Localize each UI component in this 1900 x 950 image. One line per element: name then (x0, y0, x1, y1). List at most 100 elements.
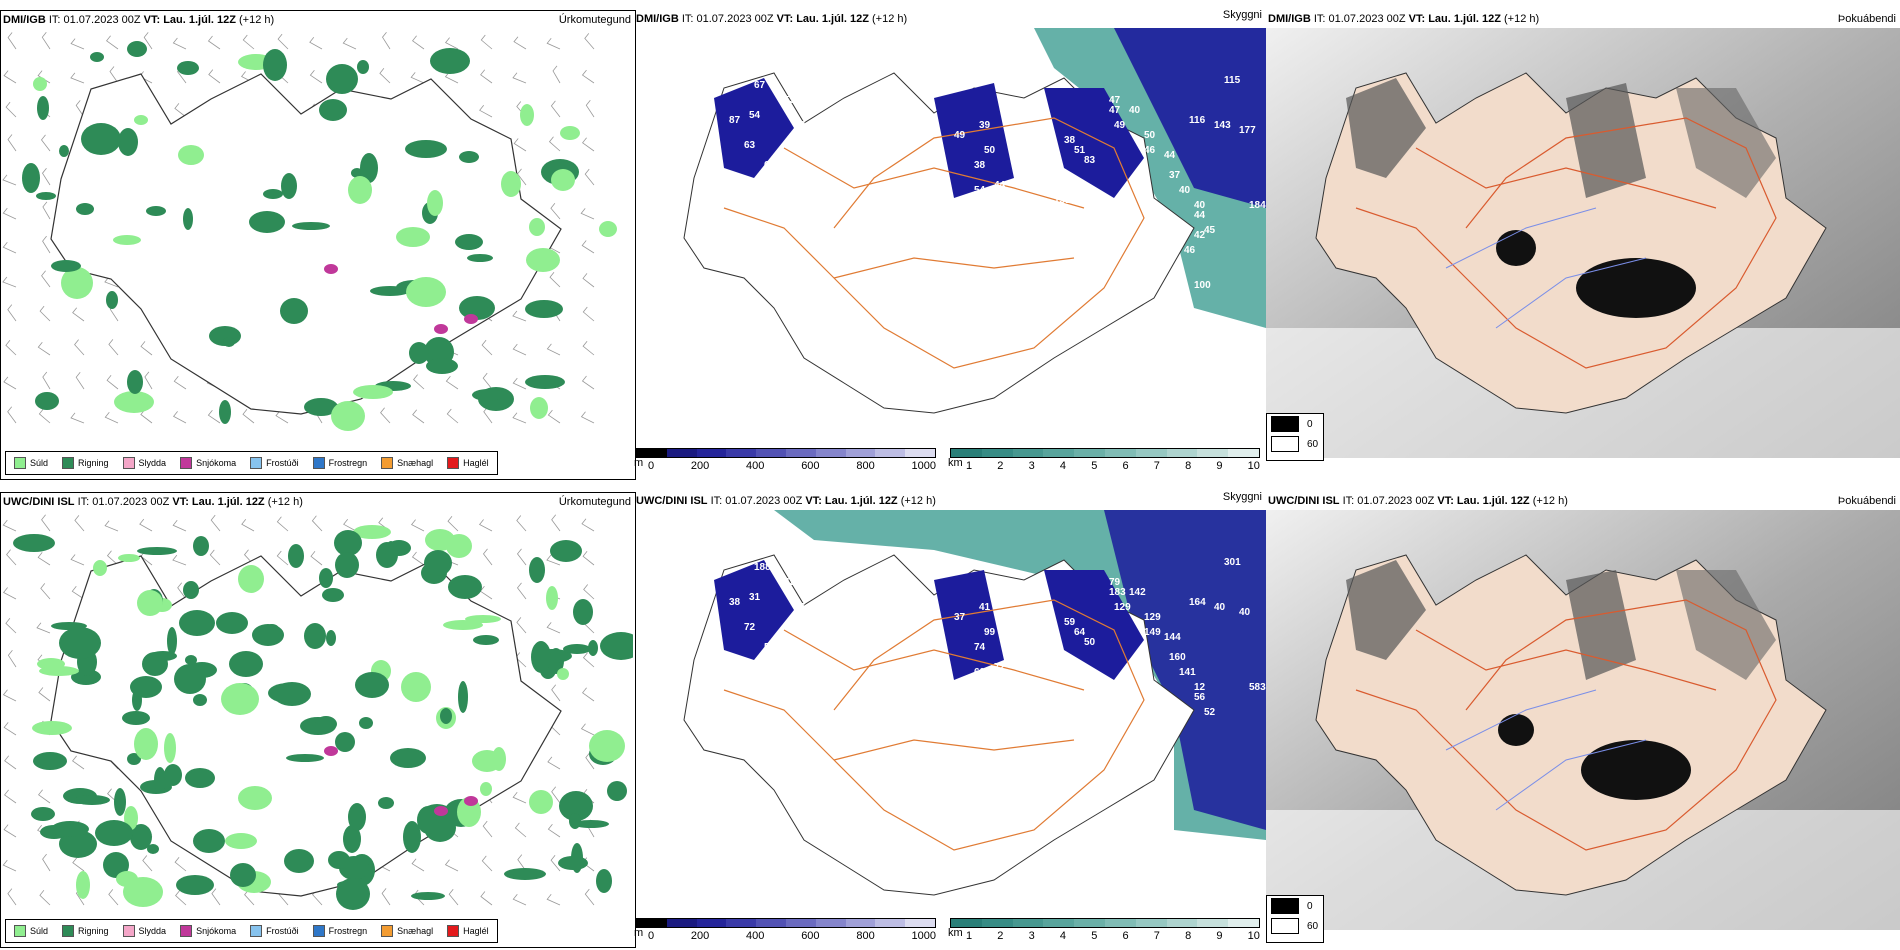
scale-tick: 0 (648, 930, 655, 942)
fog-title: Þokuábendi (1837, 495, 1896, 507)
wind-barb (445, 375, 459, 390)
scale-m-bar (636, 918, 936, 928)
visibility-label: 72 (994, 662, 1006, 673)
rain-area (127, 41, 147, 57)
wind-barb (143, 32, 153, 50)
visibility-label: 79 (1109, 577, 1121, 588)
rain-area (179, 610, 215, 636)
rain-area (183, 581, 199, 599)
visibility-label: 41 (979, 602, 991, 613)
rain-area (149, 651, 177, 661)
drizzle-area (427, 190, 443, 216)
rain-area (286, 754, 324, 762)
wind-barb (517, 854, 527, 872)
wind-barb (479, 105, 493, 118)
rain-area (411, 892, 445, 900)
rain-area (193, 829, 225, 853)
init-time: IT: 01.07.2023 00Z (77, 496, 170, 508)
visibility-label: 37 (1169, 170, 1181, 181)
visibility-label: 50 (1084, 637, 1096, 648)
precip-title: Úrkomutegund (558, 496, 631, 508)
visibility-label: 298 (1074, 220, 1091, 231)
wind-barb (42, 235, 51, 254)
visibility-label: 177 (1239, 125, 1256, 136)
snow-area (324, 746, 338, 756)
wind-barb (7, 650, 17, 668)
visibility-label: 38 (1064, 135, 1076, 146)
wind-barb (241, 518, 255, 532)
drizzle-area (134, 728, 158, 760)
wind-barb (514, 822, 527, 838)
wind-barb (549, 271, 561, 288)
rain-area (137, 547, 177, 555)
visibility-label: 143 (1214, 120, 1231, 131)
rain-area (467, 254, 493, 262)
drizzle-area (557, 668, 569, 680)
scale-tick: 2 (997, 460, 1004, 472)
wind-barb (211, 888, 221, 906)
visibility-label: 44 (1194, 210, 1206, 221)
scale-tick: 8 (1185, 930, 1192, 942)
wind-barb (309, 36, 323, 50)
rain-areas (22, 41, 617, 431)
wind-barb (210, 514, 221, 532)
wind-barb (5, 340, 17, 356)
wind-barb (580, 723, 595, 736)
drizzle-area (401, 672, 431, 702)
visibility-label: 142 (1129, 587, 1146, 598)
visibility-label: 46 (1144, 145, 1156, 156)
lead-time: (+12 h) (1532, 495, 1568, 507)
scale-tick: 1 (966, 460, 973, 472)
visibility-label: 47 (1109, 95, 1121, 106)
visibility-label: 132 (1034, 200, 1051, 211)
scale-tick: 3 (1028, 930, 1035, 942)
visibility-label: 301 (1224, 557, 1241, 568)
wind-barb (3, 722, 17, 736)
visibility-label: 56 (1194, 692, 1206, 703)
rain-area (370, 286, 410, 296)
wind-barb (585, 100, 595, 118)
wind-barb (172, 554, 187, 566)
model-name: DMI/IGB (3, 14, 46, 26)
drizzle-area (76, 871, 90, 899)
visibility-label: 188 (754, 562, 771, 573)
wind-barb (172, 520, 187, 532)
wind-barb (242, 34, 255, 50)
visibility-label: 45 (1204, 225, 1216, 236)
rain-area (249, 211, 285, 233)
wind-barb (42, 167, 51, 186)
rain-area (525, 375, 565, 389)
snow-area (434, 806, 448, 816)
init-time: IT: 01.07.2023 00Z (681, 13, 774, 25)
wind-barb (379, 68, 391, 84)
init-time: IT: 01.07.2023 00Z (1313, 13, 1406, 25)
rain-area (448, 575, 482, 599)
wind-barb (2, 241, 17, 254)
wind-barb (512, 412, 527, 424)
rain-area (167, 627, 177, 655)
rain-area (193, 536, 209, 556)
wind-barb (37, 552, 51, 566)
wind-barb (172, 411, 187, 424)
scale-tick: 5 (1091, 930, 1098, 942)
wind-barb (581, 240, 595, 254)
rain-area (183, 208, 193, 230)
scale-tick: 5 (1091, 460, 1098, 472)
drizzle-area (353, 385, 393, 399)
rain-area (459, 151, 479, 163)
rain-area (348, 803, 366, 831)
wind-barb (512, 72, 527, 84)
wind-barb (7, 134, 17, 152)
legend-item: Haglél (447, 457, 489, 469)
drizzle-area (589, 730, 625, 762)
rain-area (558, 856, 588, 870)
rain-area (607, 781, 627, 801)
visibility-label: 583 (1249, 682, 1266, 693)
scale-tick: 2 (997, 930, 1004, 942)
wind-barb (381, 888, 391, 906)
legend-item: Frostregn (312, 925, 367, 937)
wind-barb (582, 652, 595, 668)
wind-barb (38, 408, 51, 424)
rain-area (304, 623, 326, 649)
